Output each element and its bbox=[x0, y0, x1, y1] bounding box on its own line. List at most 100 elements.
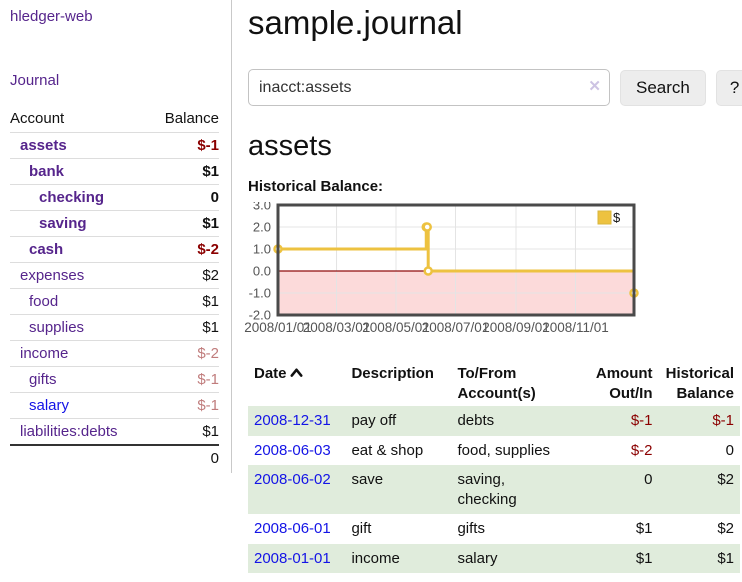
transaction-amount: $-2 bbox=[630, 441, 653, 459]
sidebar-item-journal[interactable]: Journal bbox=[10, 72, 60, 89]
x-tick-label: 2008/07/01 bbox=[422, 320, 490, 335]
account-balance: $-1 bbox=[148, 132, 219, 159]
x-tick-label: 2008/11/01 bbox=[542, 320, 609, 335]
register-row: 2008-12-31 pay off debts $-1 $-1 bbox=[248, 406, 740, 436]
transaction-accounts: food, supplies bbox=[457, 441, 551, 459]
y-tick-label: -2.0 bbox=[249, 308, 271, 323]
account-link-bank[interactable]: bank bbox=[29, 163, 65, 180]
transaction-description: gift bbox=[351, 520, 372, 537]
account-row: assets $-1 bbox=[10, 132, 219, 159]
account-balance: $-2 bbox=[148, 236, 219, 263]
accounts-header-balance: Balance bbox=[148, 106, 219, 133]
account-balance: $-1 bbox=[148, 392, 219, 419]
account-row: liabilities:debts $1 bbox=[10, 418, 219, 446]
y-tick-label: 0.0 bbox=[253, 264, 271, 279]
register-table: Date Description To/From Account(s) Amou… bbox=[248, 361, 740, 573]
y-tick-label: -1.0 bbox=[249, 286, 271, 301]
account-row: saving $1 bbox=[10, 210, 219, 237]
transaction-amount: 0 bbox=[583, 465, 659, 514]
transaction-description: income bbox=[345, 543, 452, 573]
account-link-liabilities-debts[interactable]: liabilities:debts bbox=[20, 423, 118, 440]
transaction-accounts: saving, checking bbox=[451, 465, 584, 514]
sort-ascending-icon bbox=[290, 368, 303, 377]
transaction-accounts: gifts bbox=[457, 520, 485, 537]
search-button[interactable]: Search bbox=[620, 69, 706, 106]
transaction-date-link[interactable]: 2008-12-31 bbox=[254, 412, 331, 429]
account-balance: $1 bbox=[148, 210, 219, 237]
account-link-expenses[interactable]: expenses bbox=[20, 267, 85, 284]
account-row: bank $1 bbox=[10, 158, 219, 185]
account-balance: $2 bbox=[148, 262, 219, 289]
clear-search-icon[interactable]: ✕ bbox=[588, 78, 601, 95]
data-point bbox=[422, 222, 432, 232]
register-row: 2008-06-01 gift gifts $1 $2 bbox=[248, 514, 740, 544]
account-link-assets[interactable]: assets bbox=[20, 137, 67, 154]
balance-header-line1: Historical bbox=[665, 365, 734, 382]
accounts-header-account: Account bbox=[10, 106, 149, 133]
x-tick-label: 2008/05/01 bbox=[362, 320, 430, 335]
account-row: gifts $-1 bbox=[10, 366, 219, 393]
chart-title: Historical Balance: bbox=[248, 178, 384, 195]
account-link-salary[interactable]: salary bbox=[29, 397, 70, 414]
register-row: 2008-06-03 eat & shop food, supplies $-2 0 bbox=[248, 436, 740, 466]
register-header-row: Date Description To/From Account(s) Amou… bbox=[248, 361, 740, 406]
register-header-description: Description bbox=[351, 365, 434, 382]
data-point bbox=[423, 266, 433, 276]
date-header-label: Date bbox=[254, 365, 287, 382]
transaction-date-link[interactable]: 2008-06-03 bbox=[254, 441, 331, 459]
accounts-total-value: 0 bbox=[148, 444, 219, 471]
help-button[interactable]: ? bbox=[715, 69, 742, 106]
transaction-date-link[interactable]: 2008-06-02 bbox=[254, 471, 331, 488]
amount-header-line2: Out/In bbox=[609, 384, 653, 402]
transaction-amount: $-1 bbox=[583, 406, 659, 436]
amount-header-line1: Amount bbox=[595, 365, 653, 382]
search-input[interactable] bbox=[248, 69, 610, 106]
account-balance: 0 bbox=[148, 184, 219, 211]
account-balance: $1 bbox=[148, 314, 219, 341]
account-link-income[interactable]: income bbox=[20, 345, 69, 362]
transaction-date-link[interactable]: 2008-01-01 bbox=[254, 549, 331, 567]
y-tick-label: 1.0 bbox=[253, 242, 271, 257]
legend-label: $ bbox=[613, 210, 621, 225]
x-tick-label: 2008/09/01 bbox=[482, 320, 550, 335]
x-tick-label: 2008/03/01 bbox=[303, 320, 371, 335]
search-box: ✕ bbox=[248, 69, 610, 106]
transaction-date-link[interactable]: 2008-06-01 bbox=[254, 520, 331, 537]
account-link-food[interactable]: food bbox=[29, 293, 59, 310]
accounts-total-spacer bbox=[10, 444, 149, 471]
account-balance: $-1 bbox=[148, 366, 219, 393]
register-table-body: 2008-12-31 pay off debts $-1 $-1 2008-06-03 ea… bbox=[248, 406, 740, 573]
register-header-balance: Historical Balance bbox=[659, 361, 740, 406]
transaction-balance: $2 bbox=[717, 520, 734, 537]
account-link-cash[interactable]: cash bbox=[29, 241, 64, 258]
y-tick-label: 2.0 bbox=[253, 220, 271, 235]
search-form: ✕ Search ? bbox=[248, 69, 742, 106]
account-row: expenses $2 bbox=[10, 262, 219, 289]
account-link-supplies[interactable]: supplies bbox=[29, 319, 85, 336]
balance-chart: 3.0 2.0 1.0 0.0 -1.0 -2.02008/01/012008/03/01… bbox=[244, 198, 639, 335]
transaction-amount: $1 bbox=[635, 520, 653, 537]
accounts-balance-table: Account Balance assets $-1 bank $1 checking 0… bbox=[10, 106, 219, 471]
accounts-header-line2: Account(s) bbox=[457, 384, 536, 402]
transaction-description: pay off bbox=[345, 406, 452, 436]
account-balance: $1 bbox=[148, 418, 219, 446]
accounts-table-body: assets $-1 bank $1 checking 0 saving $1 cash $-2 e… bbox=[10, 132, 219, 446]
account-link-gifts[interactable]: gifts bbox=[29, 371, 57, 388]
transaction-balance: $1 bbox=[658, 543, 740, 573]
register-header-accounts: To/From Account(s) bbox=[451, 361, 583, 406]
transaction-balance: 0 bbox=[725, 441, 734, 459]
account-link-checking[interactable]: checking bbox=[39, 189, 105, 206]
account-link-saving[interactable]: saving bbox=[39, 215, 87, 232]
x-tick-label: 2008/01/01 bbox=[244, 320, 312, 335]
transaction-accounts: salary bbox=[451, 543, 584, 573]
register-header-amount: Amount Out/In bbox=[584, 361, 659, 406]
account-row: supplies $1 bbox=[10, 314, 219, 341]
brand-link[interactable]: hledger-web bbox=[10, 8, 93, 25]
account-row: checking 0 bbox=[10, 184, 219, 211]
transaction-description: save bbox=[345, 465, 452, 514]
transaction-balance: $2 bbox=[658, 465, 740, 514]
transaction-balance: $-1 bbox=[658, 406, 740, 436]
register-header-date[interactable]: Date bbox=[248, 361, 345, 406]
account-balance: $-2 bbox=[148, 340, 219, 367]
account-row: income $-2 bbox=[10, 340, 219, 367]
